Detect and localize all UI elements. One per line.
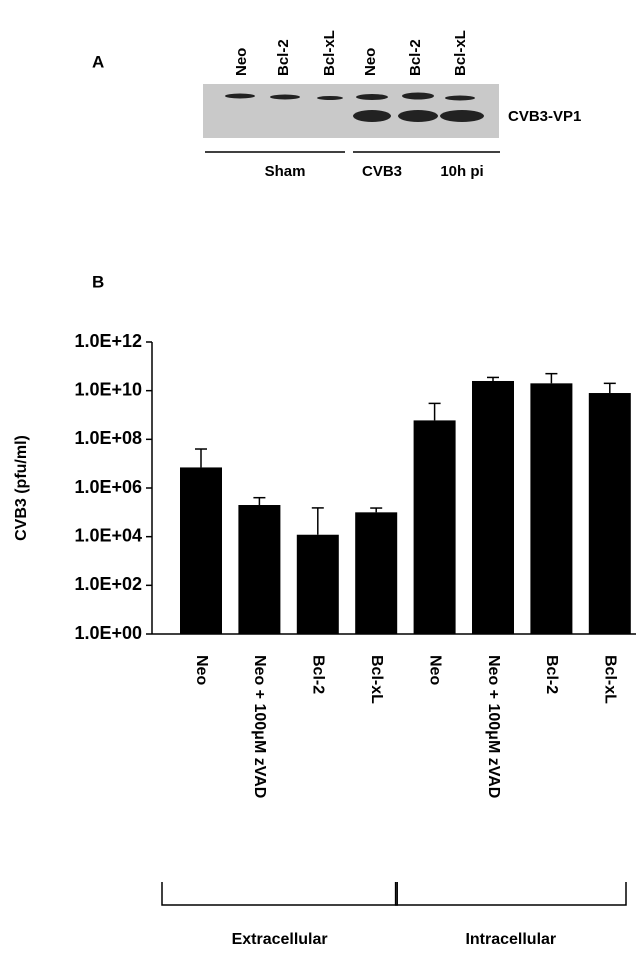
group-label: CVB3 — [362, 163, 402, 180]
group-label: Intracellular — [465, 931, 556, 948]
y-tick-label: 1.0E+10 — [74, 379, 142, 399]
x-tick-label: Neo — [426, 655, 443, 685]
y-tick-label: 1.0E+06 — [74, 477, 142, 497]
y-tick-label: 1.0E+04 — [74, 525, 142, 545]
band-label: CVB3-VP1 — [508, 108, 581, 125]
group-label: 10h pi — [440, 163, 483, 180]
y-tick-label: 1.0E+00 — [74, 623, 142, 643]
bar — [414, 420, 456, 634]
lane-label: Neo — [362, 48, 379, 76]
x-tick-label: Bcl-2 — [543, 655, 560, 694]
error-bar — [195, 449, 207, 467]
lane-label: Neo — [233, 48, 250, 76]
group-bracket — [396, 882, 626, 905]
bar — [180, 467, 222, 634]
y-axis-label: CVB3 (pfu/ml) — [13, 435, 30, 541]
error-bar — [545, 374, 557, 384]
panel-a: A CVB3-VP1 Sham CVB3 10h pi Neo Bcl-2 Bcl-… — [92, 30, 581, 180]
figure: A CVB3-VP1 Sham CVB3 10h pi Neo Bcl-2 Bcl-… — [0, 0, 637, 956]
lane-label: Bcl-2 — [275, 39, 292, 76]
y-tick-label: 1.0E+02 — [74, 574, 142, 594]
error-bar — [253, 498, 265, 505]
lane-label: Bcl-2 — [407, 39, 424, 76]
lane-label: Bcl-xL — [321, 30, 338, 76]
bar — [297, 535, 339, 634]
error-bar — [604, 383, 616, 393]
group-label: Extracellular — [232, 931, 328, 948]
error-bar — [370, 508, 382, 512]
panel-b: B CVB3 (pfu/ml) 1.0E+00 1.0E+02 1.0E+04 1.0… — [13, 272, 636, 948]
x-tick-label: Bcl-xL — [368, 655, 385, 704]
bar — [589, 393, 631, 634]
lane-labels: Neo Bcl-2 Bcl-xL Neo Bcl-2 Bcl-xL — [233, 30, 469, 76]
panel-label: A — [92, 52, 104, 71]
x-tick-label: Neo + 100μM zVAD — [485, 655, 502, 798]
x-tick-label: Bcl-xL — [602, 655, 619, 704]
error-bar — [429, 403, 441, 420]
bar — [472, 381, 514, 634]
y-tick-label: 1.0E+08 — [74, 428, 142, 448]
lane-label: Bcl-xL — [452, 30, 469, 76]
x-tick-label: Neo — [193, 655, 210, 685]
x-tick-label: Neo + 100μM zVAD — [251, 655, 268, 798]
panel-label: B — [92, 272, 104, 291]
bar — [355, 512, 397, 634]
y-tick-label: 1.0E+12 — [74, 331, 142, 351]
group-label: Sham — [265, 163, 306, 180]
x-tick-label: Bcl-2 — [310, 655, 327, 694]
group-bracket — [162, 882, 397, 905]
error-bar — [312, 508, 324, 535]
bar — [530, 383, 572, 634]
error-bar — [487, 377, 499, 381]
bar — [238, 505, 280, 634]
